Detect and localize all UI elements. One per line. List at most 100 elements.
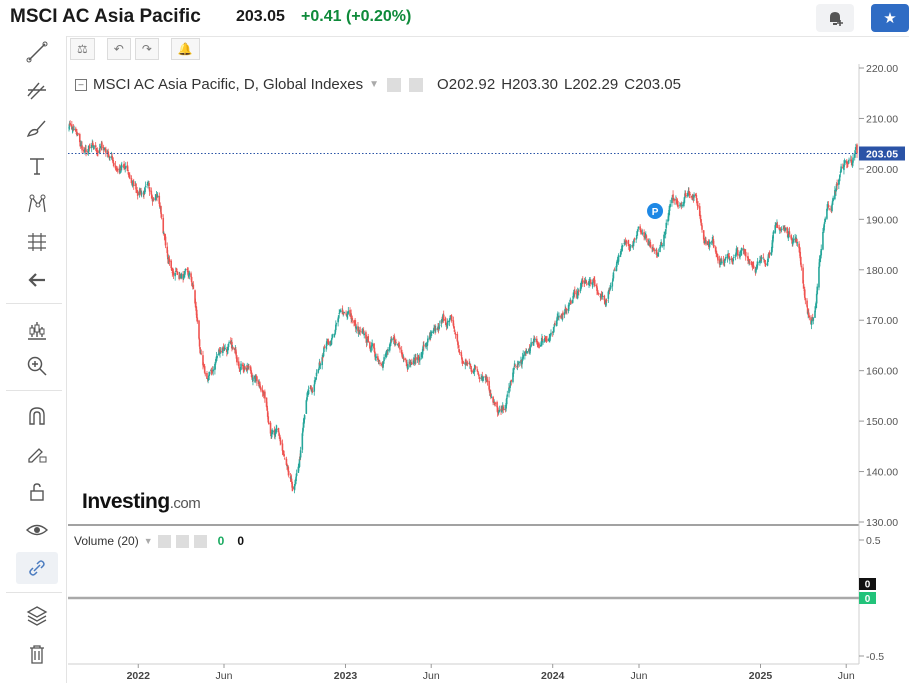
unlock-icon[interactable]	[21, 478, 53, 506]
candle-body	[740, 247, 743, 252]
candle-body	[835, 184, 838, 190]
candle-body	[95, 148, 98, 151]
candle-body	[578, 290, 580, 292]
trash-icon[interactable]	[21, 640, 53, 668]
close-icon[interactable]	[193, 534, 207, 548]
magnet-icon[interactable]	[21, 402, 53, 430]
candle-body	[291, 481, 293, 488]
candle-body	[346, 312, 349, 315]
layers-icon[interactable]	[21, 602, 53, 630]
candle-body	[696, 198, 698, 204]
brush-icon[interactable]	[21, 114, 53, 142]
candle-body	[402, 356, 404, 358]
gear-icon[interactable]	[175, 534, 189, 548]
candle-body	[663, 231, 666, 234]
candle-body	[482, 377, 484, 381]
caret-down-icon[interactable]: ▼	[369, 79, 380, 90]
candle-body	[427, 338, 429, 343]
event-marker[interactable]	[647, 203, 664, 219]
candle-body	[94, 145, 97, 148]
undo-button[interactable]: ↶	[106, 38, 131, 60]
candle-body	[835, 189, 837, 192]
legend-open: O202.92	[437, 76, 496, 93]
candle-body	[449, 318, 451, 320]
y-tick-label: 220.00	[866, 64, 898, 75]
trend-line-icon[interactable]	[21, 38, 53, 66]
candle-body	[287, 470, 290, 476]
fib-icon[interactable]	[21, 76, 53, 104]
zoom-icon[interactable]	[21, 352, 53, 380]
link-icon[interactable]	[16, 552, 58, 584]
candle-body	[164, 234, 166, 237]
candle-body	[389, 342, 392, 346]
candle-body	[572, 295, 574, 299]
candle-body	[140, 193, 143, 195]
candle-body	[541, 339, 544, 341]
measure-icon[interactable]	[21, 228, 53, 256]
candle-body	[521, 357, 524, 361]
candle-body	[452, 320, 455, 326]
back-arrow-icon[interactable]	[21, 266, 53, 294]
star-icon: ★	[883, 10, 897, 27]
candle-body	[760, 257, 763, 260]
eye-icon[interactable]	[21, 516, 53, 544]
eye-toggle-icon[interactable]	[157, 534, 171, 548]
candle-body	[211, 370, 214, 373]
redo-button[interactable]: ↷	[134, 38, 159, 60]
candle-body	[496, 402, 498, 408]
candle-body	[488, 389, 491, 393]
candle-body	[355, 326, 358, 330]
candle-body	[620, 251, 622, 255]
candle-body	[681, 204, 683, 207]
candle-body	[314, 380, 316, 384]
candle-body	[186, 269, 188, 271]
candle-body	[337, 318, 339, 323]
indicators-icon[interactable]	[21, 316, 53, 344]
candle-body	[728, 256, 731, 259]
candle-body	[680, 203, 682, 205]
alert-add-button[interactable]: 🔔	[170, 38, 200, 60]
pattern-icon[interactable]	[21, 190, 53, 218]
settings-icon[interactable]	[387, 77, 402, 92]
candle-body	[202, 355, 204, 366]
candle-body	[176, 271, 179, 275]
candle-body	[315, 377, 317, 380]
bell-plus-icon	[830, 12, 843, 26]
candle-body	[381, 363, 383, 366]
candle-body	[87, 148, 90, 153]
candle-body	[762, 257, 765, 259]
last-price-tag-label: 203.05	[866, 149, 898, 161]
watchlist-star-button[interactable]: ★	[871, 4, 909, 32]
candle-body	[831, 200, 834, 205]
caret-down-icon[interactable]: ▼	[143, 536, 153, 546]
candle-body	[482, 376, 485, 378]
scale-toggle-button[interactable]: ⚖	[70, 38, 95, 60]
candle-body	[223, 348, 225, 350]
event-marker-label: P	[652, 207, 659, 218]
candle-body	[649, 242, 652, 248]
candle-body	[204, 373, 207, 375]
candle-body	[421, 348, 424, 355]
candle-body	[656, 252, 658, 255]
candle-body	[823, 221, 826, 224]
candle-body	[629, 246, 632, 248]
add-alert-button[interactable]	[816, 4, 854, 32]
text-icon[interactable]	[21, 152, 53, 180]
candle-body	[647, 242, 650, 246]
candle-body	[206, 372, 208, 379]
gear-icon[interactable]	[409, 77, 424, 92]
candle-body	[387, 349, 389, 352]
candle-body	[609, 286, 612, 289]
chart-legend: – MSCI AC Asia Pacific, D, Global Indexe…	[75, 76, 681, 93]
candle-body	[478, 376, 481, 379]
candle-body	[591, 282, 594, 285]
lock-pencil-icon[interactable]	[21, 440, 53, 468]
candle-body	[601, 295, 603, 297]
candle-body	[677, 205, 679, 207]
collapse-legend-icon[interactable]: –	[75, 78, 87, 91]
candle-body	[725, 257, 727, 259]
volume-tag-black	[859, 578, 876, 590]
candle-body	[784, 227, 787, 231]
candle-body	[461, 359, 464, 364]
price-chart[interactable]: 220.00 210.00 200.00 190.00 180.00 170.00 160.…	[68, 64, 909, 683]
